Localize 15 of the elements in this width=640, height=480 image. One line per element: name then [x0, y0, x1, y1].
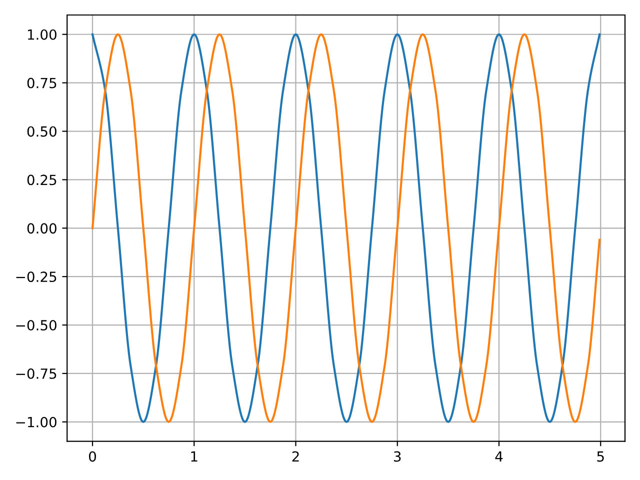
y-tick-label: 0.50 — [27, 126, 56, 137]
x-tick-label: 3 — [394, 451, 401, 462]
y-tick-label: −0.75 — [16, 368, 56, 379]
y-tick-label: 1.00 — [28, 29, 56, 40]
x-tick-label: 1 — [191, 451, 198, 462]
x-tick-label: 2 — [292, 451, 299, 462]
y-tick-label: 0.75 — [27, 78, 56, 88]
x-tick-label: 5 — [597, 451, 604, 462]
y-tick-label: 0.00 — [27, 223, 56, 234]
x-tick-label: 4 — [495, 451, 503, 462]
y-tick-label: 0.25 — [27, 174, 56, 186]
y-tick-label: −0.25 — [16, 272, 56, 282]
y-tick-label: −0.50 — [16, 320, 56, 330]
x-tick-label: 0 — [89, 451, 96, 462]
y-tick-label: −1.00 — [16, 416, 56, 428]
